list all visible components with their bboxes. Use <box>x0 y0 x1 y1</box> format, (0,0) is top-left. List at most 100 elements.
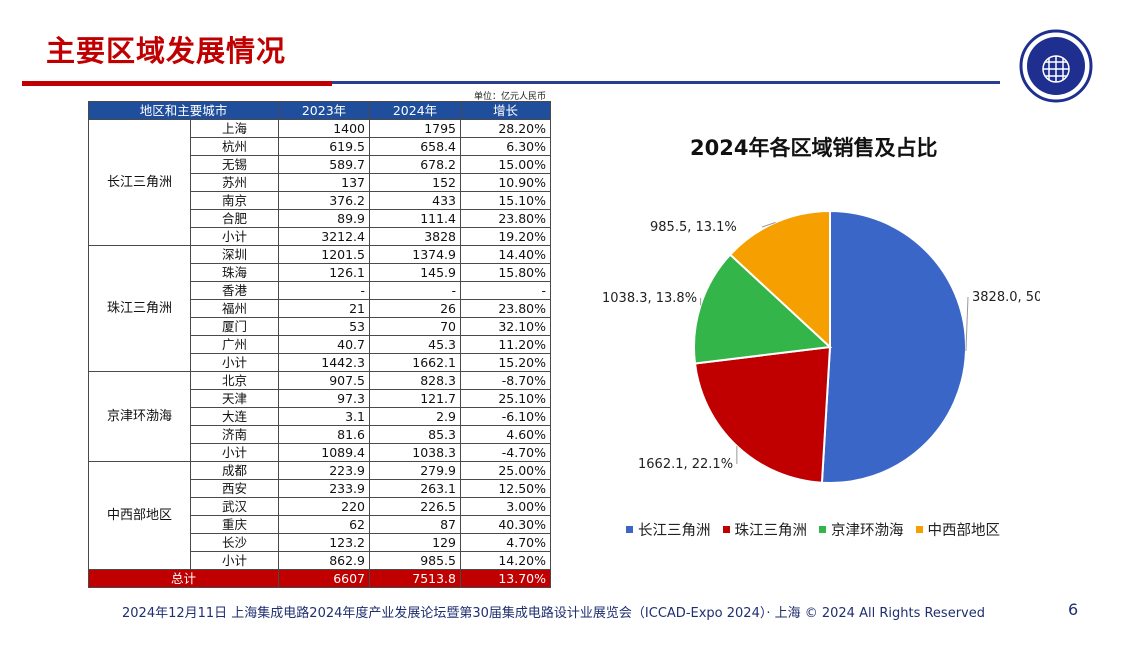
city-name: 福州 <box>190 299 279 318</box>
value-2024: 1374.9 <box>369 245 461 264</box>
growth-rate: 4.60% <box>460 425 551 444</box>
growth-rate: - <box>460 281 551 300</box>
value-2024: 70 <box>369 317 461 336</box>
value-2023: 1442.3 <box>278 353 370 372</box>
growth-rate: 14.40% <box>460 245 551 264</box>
chart-title: 2024年各区域销售及占比 <box>690 136 938 160</box>
value-2024: 985.5 <box>369 551 461 570</box>
value-2024: 85.3 <box>369 425 461 444</box>
city-name: 苏州 <box>190 173 279 192</box>
city-name: 大连 <box>190 407 279 426</box>
value-2024: 263.1 <box>369 479 461 498</box>
value-2024: 121.7 <box>369 389 461 408</box>
total-label: 总计 <box>88 569 279 588</box>
city-name: 深圳 <box>190 245 279 264</box>
legend-swatch <box>722 526 730 533</box>
value-2024: 1038.3 <box>369 443 461 462</box>
city-name: 北京 <box>190 371 279 390</box>
region-name: 京津环渤海 <box>88 371 191 462</box>
table-row: 大连 3.1 2.9 -6.10% <box>89 407 551 426</box>
table-row: 香港 - - - <box>89 281 551 300</box>
legend-label: 京津环渤海 <box>831 523 904 539</box>
growth-rate: 40.30% <box>460 515 551 534</box>
value-2024: 111.4 <box>369 209 461 228</box>
city-name: 小计 <box>190 353 279 372</box>
legend-label: 长江三角洲 <box>638 523 711 539</box>
value-2023: 376.2 <box>278 191 370 210</box>
growth-rate: 28.20% <box>460 119 551 138</box>
iccad-logo <box>1019 29 1093 103</box>
column-header: 增长 <box>460 101 551 120</box>
growth-rate: 3.00% <box>460 497 551 516</box>
table-row: 无锡 589.7 678.2 15.00% <box>89 155 551 174</box>
title-divider <box>22 81 1000 84</box>
value-2024: 433 <box>369 191 461 210</box>
region-name: 珠江三角洲 <box>88 245 191 372</box>
growth-rate: -8.70% <box>460 371 551 390</box>
value-2023: 220 <box>278 497 370 516</box>
table-row: 合肥 89.9 111.4 23.80% <box>89 209 551 228</box>
total-growth: 13.70% <box>460 569 551 588</box>
pie-slice <box>820 209 967 484</box>
table-row: 济南 81.6 85.3 4.60% <box>89 425 551 444</box>
footer-text: 2024年12月11日 上海集成电路2024年度产业发展论坛暨第30届集成电路设… <box>122 606 985 621</box>
legend-swatch <box>819 526 826 533</box>
value-2023: 40.7 <box>278 335 370 354</box>
column-header: 地区和主要城市 <box>88 101 279 120</box>
value-2024: 1795 <box>369 119 461 138</box>
growth-rate: -4.70% <box>460 443 551 462</box>
legend-item: 中西部地区 <box>915 519 1001 540</box>
value-2024: 658.4 <box>369 137 461 156</box>
table-header-row: 地区和主要城市 2023年 2024年 增长 <box>88 101 551 120</box>
city-name: 小计 <box>190 551 279 570</box>
legend-item: 珠江三角洲 <box>722 519 807 540</box>
city-name: 天津 <box>190 389 279 408</box>
value-2023: 3212.4 <box>278 227 370 246</box>
city-name: 杭州 <box>190 137 279 156</box>
value-2023: 62 <box>278 515 370 534</box>
column-header: 2023年 <box>278 101 370 120</box>
value-2024: 45.3 <box>369 335 461 354</box>
value-2023: 1089.4 <box>278 443 370 462</box>
value-2024: 678.2 <box>369 155 461 174</box>
table-row: 京津环渤海 北京 907.5 828.3 -8.70% <box>88 371 551 462</box>
page-title: 主要区域发展情况 <box>46 34 287 68</box>
region-name: 长江三角洲 <box>88 119 191 246</box>
page-number: 6 <box>1068 600 1079 619</box>
value-2023: 126.1 <box>278 263 370 282</box>
growth-rate: 15.80% <box>460 263 551 282</box>
growth-rate: 25.00% <box>460 461 551 480</box>
data-label: 985.5, 13.1% <box>650 220 737 235</box>
data-label: 1662.1, 22.1% <box>638 457 733 472</box>
growth-rate: 23.80% <box>460 209 551 228</box>
legend-swatch <box>626 526 633 533</box>
value-2024: - <box>369 281 461 300</box>
regional-sales-table: 地区和主要城市 2023年 2024年 增长 长江三角洲 上海 1400 1795 28… <box>88 101 551 588</box>
value-2024: 1662.1 <box>369 353 461 372</box>
table-row: 天津 97.3 121.7 25.10% <box>89 389 551 408</box>
table-row: 珠江三角洲 深圳 1201.5 1374.9 14.40% <box>88 245 551 372</box>
growth-rate: 12.50% <box>460 479 551 498</box>
city-name: 上海 <box>190 119 279 138</box>
city-name: 南京 <box>190 191 279 210</box>
legend-swatch <box>915 526 923 533</box>
growth-rate: 10.90% <box>460 173 551 192</box>
value-2024: 3828 <box>369 227 461 246</box>
table-row: 中西部地区 成都 223.9 279.9 25.00% <box>88 461 551 570</box>
city-name: 西安 <box>190 479 279 498</box>
value-2024: 2.9 <box>369 407 461 426</box>
growth-rate: 25.10% <box>460 389 551 408</box>
pie-slice <box>693 253 833 365</box>
legend-label: 中西部地区 <box>927 523 1001 539</box>
growth-rate: 19.20% <box>460 227 551 246</box>
value-2023: 862.9 <box>278 551 370 570</box>
growth-rate: 14.20% <box>460 551 551 570</box>
value-2023: 123.2 <box>278 533 370 552</box>
table-row: 小计 1089.4 1038.3 -4.70% <box>89 443 551 462</box>
value-2023: 53 <box>278 317 370 336</box>
city-name: 无锡 <box>190 155 279 174</box>
growth-rate: 15.10% <box>460 191 551 210</box>
value-2023: 233.9 <box>278 479 370 498</box>
data-label: 3828.0, 50.9% <box>972 290 1040 305</box>
city-name: 珠海 <box>190 263 279 282</box>
